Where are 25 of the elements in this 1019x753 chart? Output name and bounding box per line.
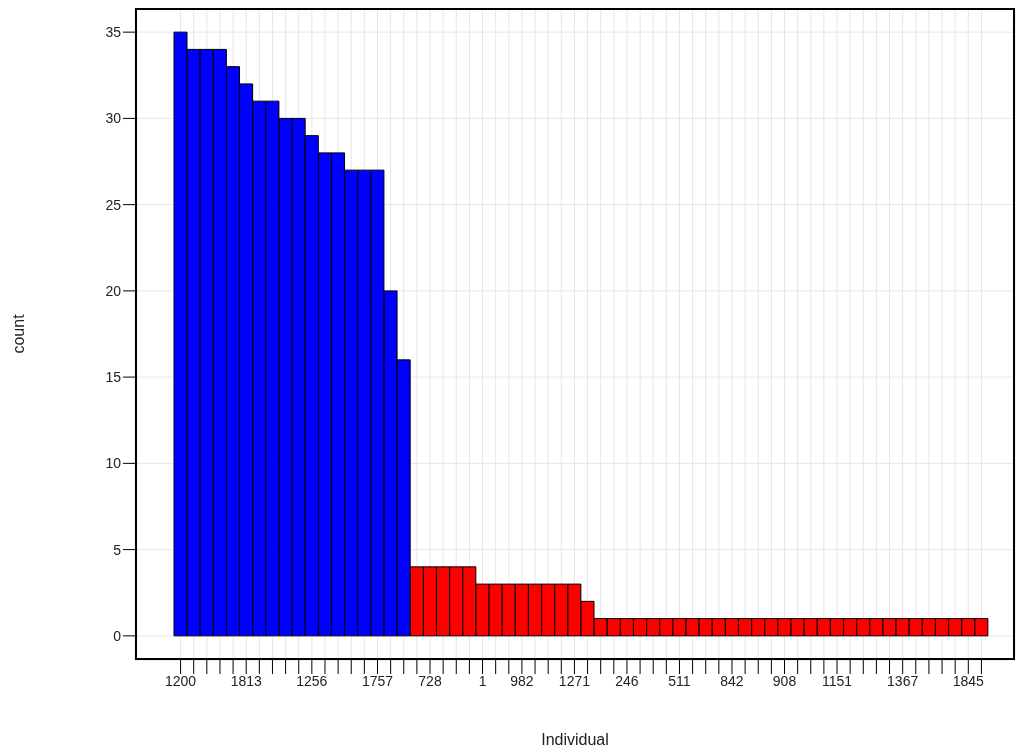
x-tick-label: 728 [418,672,442,689]
y-tick-label: 20 [105,282,122,299]
x-tick-label: 1151 [821,672,853,689]
y-tick-label: 30 [105,110,122,127]
x-tick-label: 1367 [887,672,919,689]
y-tick-label: 0 [113,627,122,644]
x-axis-title: Individual [541,731,609,748]
x-tick-label: 246 [615,672,639,689]
x-tick-label: 1256 [296,672,328,689]
y-axis-title: count [9,313,27,354]
x-tick-label: 1 [478,672,487,689]
y-tick-label: 10 [105,455,122,472]
y-tick-label: 25 [105,196,122,213]
x-tick-label: 842 [720,672,744,689]
x-tick-label: 1813 [230,672,262,689]
x-tick-label: 1845 [952,672,985,689]
x-tick-label: 1200 [164,672,197,689]
x-tick-label: 982 [510,672,534,689]
x-tick-label: 908 [772,672,797,689]
y-tick-label: 5 [113,541,122,558]
x-tick-label: 1757 [361,672,394,689]
x-tick-label: 511 [668,672,691,689]
y-tick-label: 15 [105,369,122,386]
x-tick-label: 1271 [558,672,591,689]
y-tick-label: 35 [105,24,122,41]
